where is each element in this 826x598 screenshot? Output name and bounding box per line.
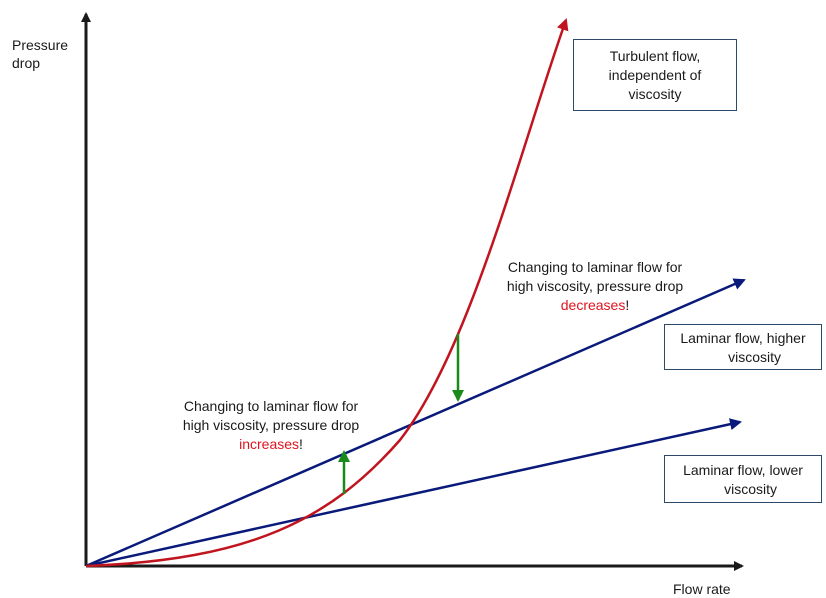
increase-line1: Changing to laminar flow for (183, 398, 359, 414)
y-axis-label-line2: drop (12, 55, 41, 71)
laminar-low-box-line1: Laminar flow, lower (683, 462, 803, 478)
laminar-low-viscosity-line (85, 418, 742, 568)
laminar-lower-viscosity-box: Laminar flow, lower viscosity (664, 455, 822, 503)
decrease-line2: high viscosity, pressure drop (506, 278, 684, 294)
turbulent-flow-curve (85, 18, 569, 568)
turbulent-flow-box: Turbulent flow, independent of viscosity (573, 39, 737, 111)
laminar-low-box-line2: viscosity (724, 481, 777, 497)
turbulent-box-line1: Turbulent flow, (609, 48, 701, 64)
laminar-higher-viscosity-box: Laminar flow, higher viscosity (664, 324, 822, 370)
turbulent-box-line3: viscosity (628, 86, 682, 102)
y-axis-label: Pressure drop (12, 36, 68, 72)
increase-emphasis: increases (239, 436, 300, 452)
increase-line3: increases! (160, 435, 382, 454)
increase-line2: high viscosity, pressure drop (182, 417, 360, 433)
decrease-line3: decreases! (484, 296, 706, 315)
y-axis-label-line1: Pressure (12, 37, 69, 53)
x-axis-label: Flow rate (673, 581, 731, 597)
pressure-decrease-annotation: Changing to laminar flow for high viscos… (484, 258, 706, 315)
decrease-emphasis: decreases (560, 297, 626, 313)
increase-tail: ! (299, 436, 303, 452)
decrease-tail: ! (625, 297, 630, 313)
pressure-increase-annotation: Changing to laminar flow for high viscos… (160, 397, 382, 454)
decrease-line1: Changing to laminar flow for (507, 259, 683, 275)
turbulent-box-line2: independent of (608, 67, 702, 83)
laminar-high-box-line2: viscosity (728, 349, 781, 365)
laminar-high-viscosity-line (85, 278, 746, 568)
laminar-high-box-line1: Laminar flow, higher (680, 330, 806, 346)
